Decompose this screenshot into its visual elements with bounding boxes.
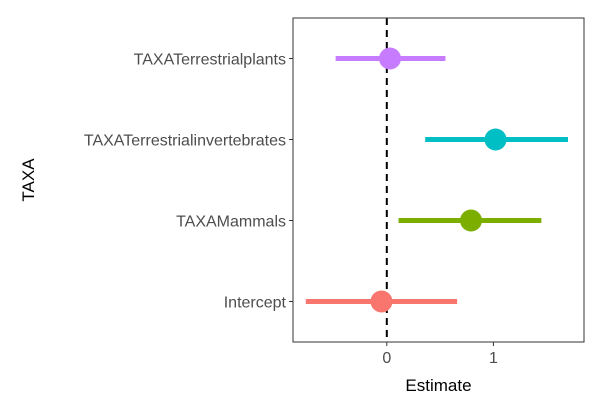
x-tick-label: 1 [489,350,498,367]
plot-panel [292,17,585,343]
estimate-point [460,209,483,232]
y-tick-label: TAXATerrestrialinvertebrates [84,133,286,150]
estimate-point [379,47,401,70]
y-tick-label: Intercept [224,295,287,312]
y-tick-label: TAXAMammals [176,214,286,231]
y-tick-label: TAXATerrestrialplants [134,52,286,69]
y-axis-title: TAXA [19,158,38,202]
x-axis-title: Estimate [405,376,471,395]
estimate-point [484,128,507,151]
x-tick-label: 0 [382,350,391,367]
estimate-point [370,290,393,313]
